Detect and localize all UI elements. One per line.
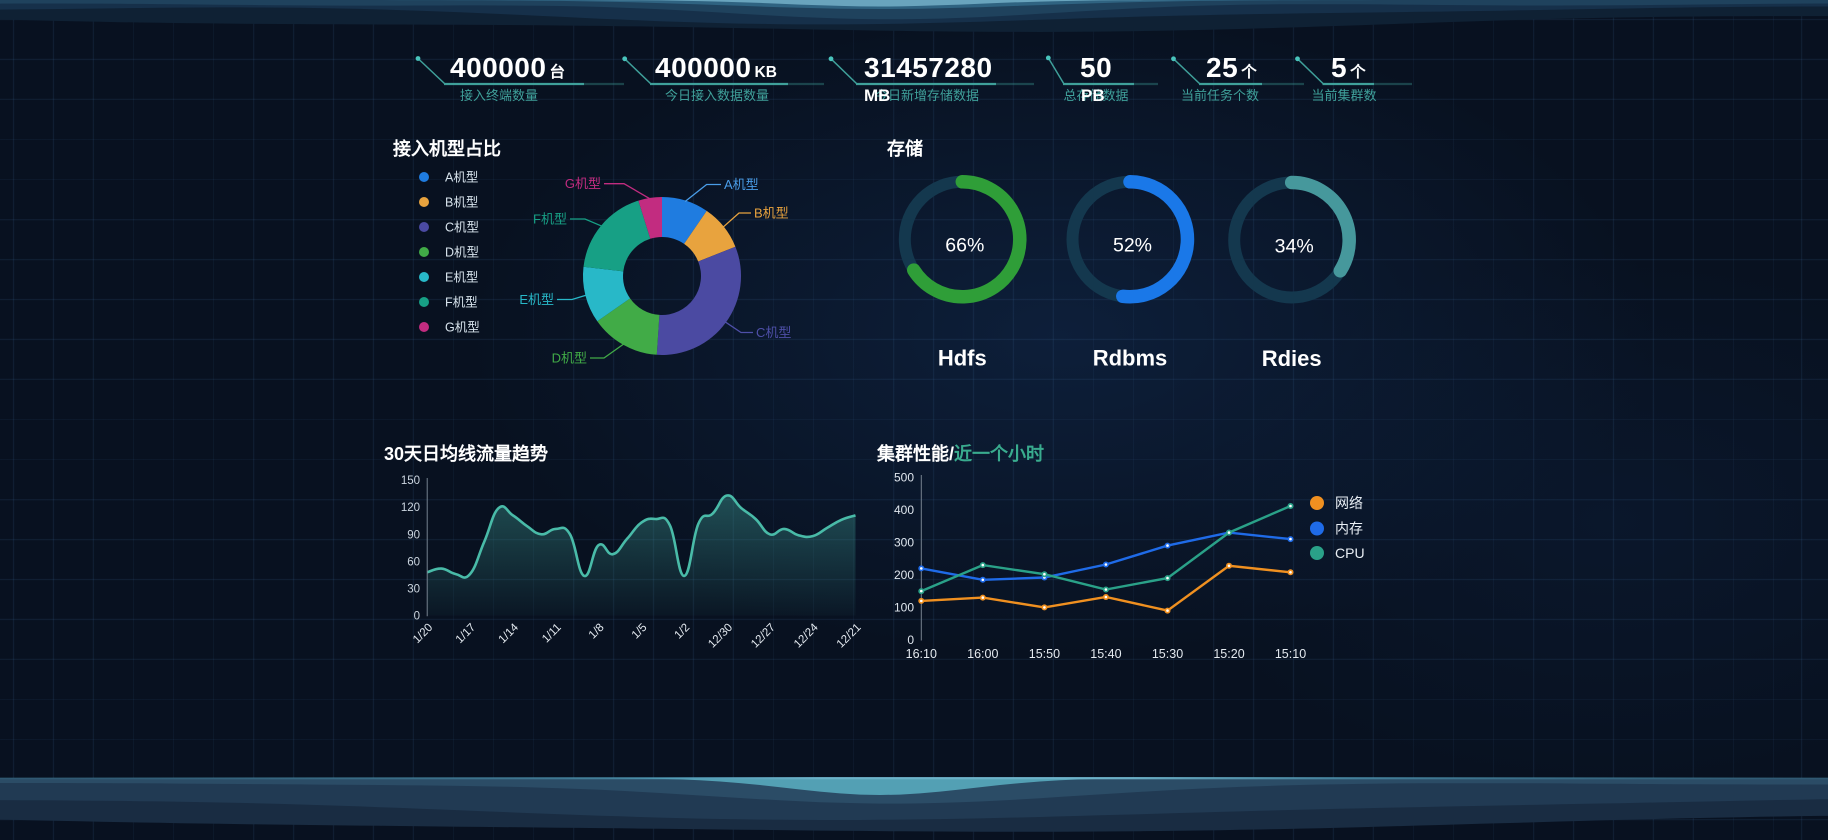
svg-text:D机型: D机型	[552, 351, 587, 366]
svg-text:G机型: G机型	[445, 321, 480, 335]
svg-text:D机型: D机型	[445, 246, 479, 260]
svg-text:E机型: E机型	[519, 292, 554, 307]
svg-text:1/2: 1/2	[673, 622, 693, 642]
svg-text:Rdbms: Rdbms	[1093, 345, 1168, 370]
svg-text:1/20: 1/20	[411, 622, 435, 646]
svg-text:15:10: 15:10	[1275, 647, 1306, 661]
svg-text:CPU: CPU	[1335, 545, 1365, 561]
svg-text:网络: 网络	[1335, 495, 1363, 511]
svg-text:120: 120	[401, 502, 420, 514]
svg-text:15:50: 15:50	[1029, 647, 1060, 661]
svg-text:E机型: E机型	[445, 271, 478, 285]
svg-text:400: 400	[894, 503, 914, 517]
svg-text:0: 0	[907, 633, 914, 647]
svg-text:100: 100	[894, 600, 914, 614]
svg-text:12/27: 12/27	[749, 622, 778, 651]
svg-text:Rdies: Rdies	[1262, 346, 1322, 371]
svg-text:C机型: C机型	[756, 325, 791, 340]
svg-text:15:40: 15:40	[1090, 647, 1121, 661]
svg-text:15:20: 15:20	[1213, 647, 1244, 661]
svg-text:1/17: 1/17	[454, 622, 478, 646]
svg-text:1/14: 1/14	[497, 621, 522, 646]
svg-text:1/8: 1/8	[587, 622, 607, 642]
svg-text:60: 60	[407, 556, 420, 568]
svg-text:15:30: 15:30	[1152, 647, 1183, 661]
svg-text:F机型: F机型	[533, 212, 567, 227]
svg-text:G机型: G机型	[565, 176, 601, 191]
svg-text:内存: 内存	[1335, 521, 1363, 537]
svg-text:0: 0	[414, 611, 420, 623]
svg-text:B机型: B机型	[445, 196, 478, 210]
svg-text:30: 30	[407, 584, 420, 596]
svg-text:300: 300	[894, 535, 914, 549]
svg-text:90: 90	[407, 529, 420, 541]
svg-text:C机型: C机型	[445, 221, 479, 235]
svg-text:B机型: B机型	[754, 206, 789, 221]
svg-text:1/11: 1/11	[540, 622, 564, 646]
svg-text:16:00: 16:00	[967, 647, 998, 661]
svg-text:150: 150	[401, 475, 420, 487]
svg-text:200: 200	[894, 568, 914, 582]
svg-text:12/30: 12/30	[706, 622, 735, 651]
svg-text:12/24: 12/24	[792, 621, 821, 650]
svg-text:16:10: 16:10	[906, 647, 937, 661]
svg-text:52%: 52%	[1113, 235, 1152, 257]
svg-text:12/21: 12/21	[835, 622, 864, 651]
svg-text:A机型: A机型	[724, 177, 759, 192]
svg-text:500: 500	[894, 470, 914, 484]
svg-text:F机型: F机型	[445, 296, 478, 310]
svg-text:66%: 66%	[945, 235, 984, 257]
svg-text:Hdfs: Hdfs	[938, 345, 987, 370]
svg-text:1/5: 1/5	[630, 622, 650, 642]
svg-text:34%: 34%	[1275, 235, 1314, 257]
svg-text:A机型: A机型	[445, 171, 478, 185]
